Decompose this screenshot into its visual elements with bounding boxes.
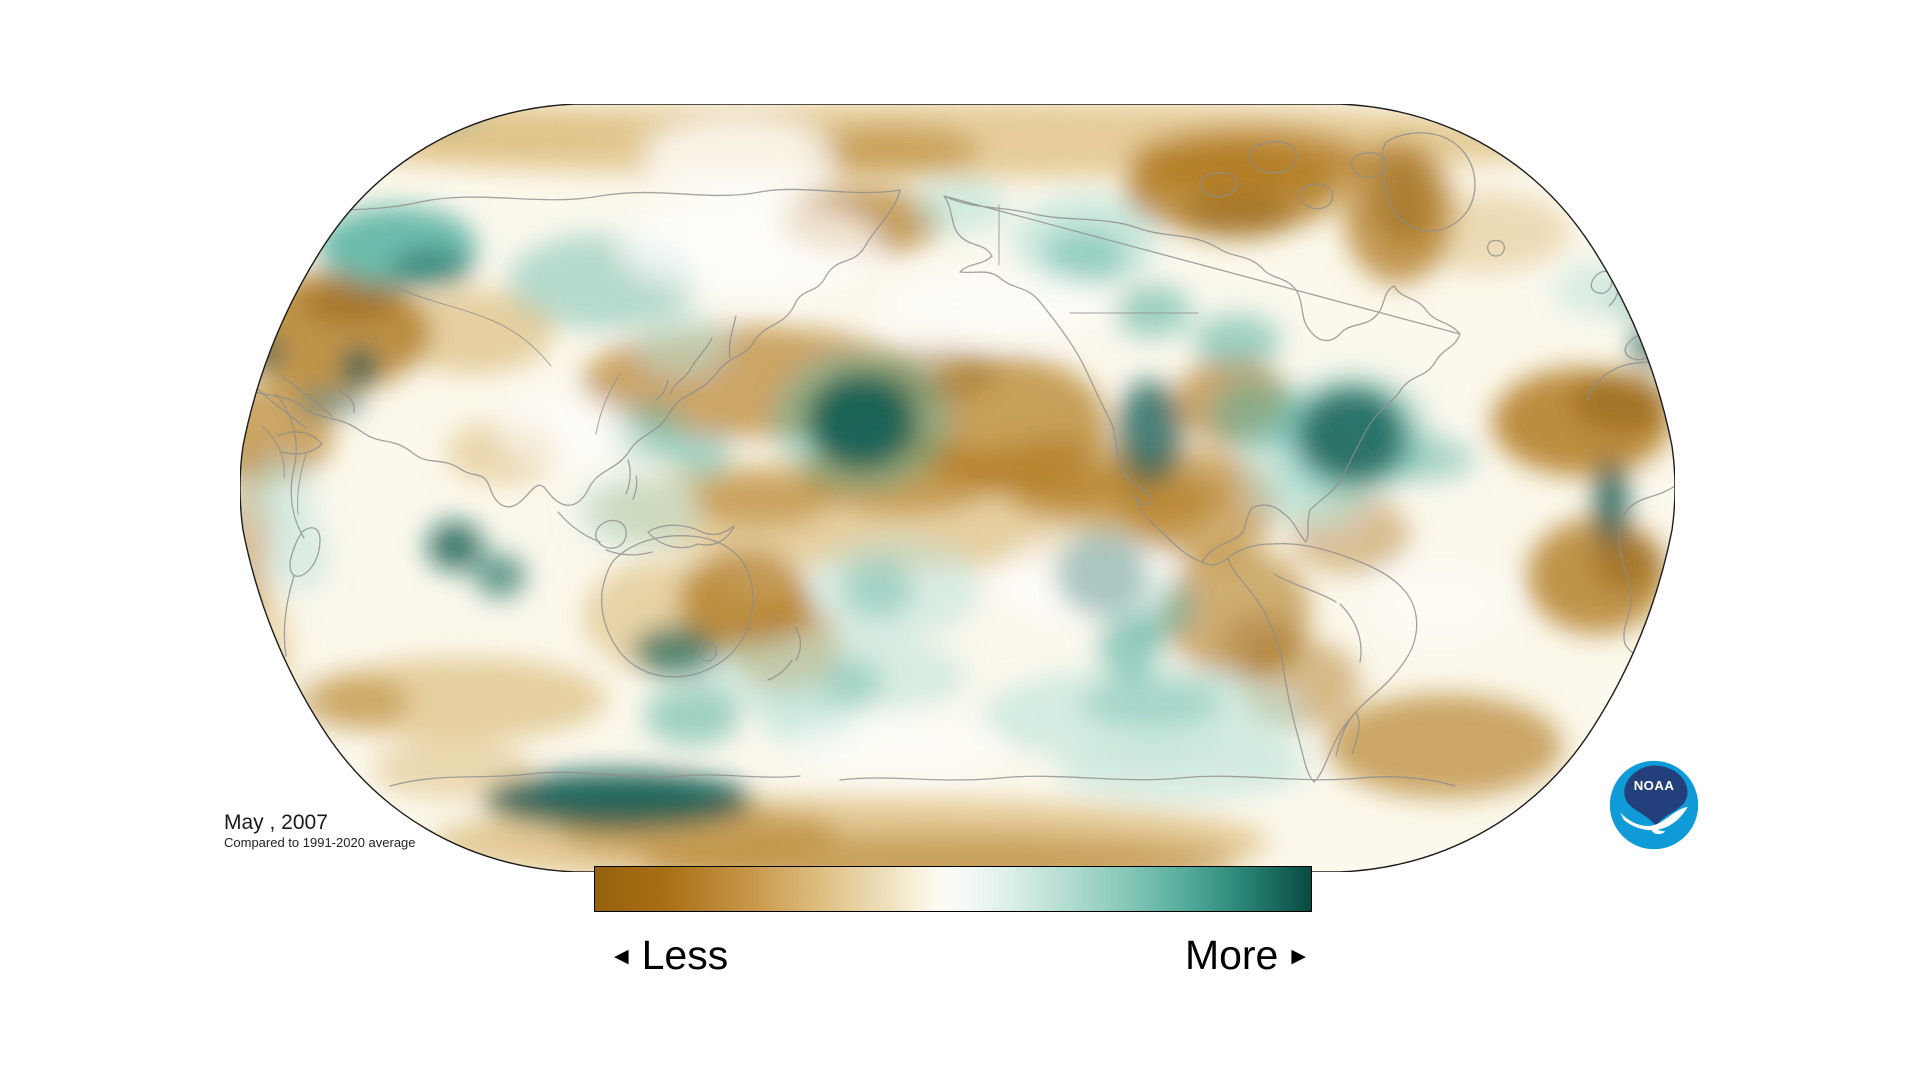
seagull-icon bbox=[1620, 806, 1688, 831]
left-arrow-icon: ◀ bbox=[614, 945, 629, 967]
coastlines bbox=[240, 132, 1675, 787]
noaa-logo-svg: NOAA bbox=[1609, 760, 1699, 850]
title-block: May , 2007 Compared to 1991-2020 average bbox=[224, 810, 416, 851]
date-label: May , 2007 bbox=[224, 811, 328, 834]
world-map bbox=[240, 104, 1675, 872]
noaa-logo: NOAA bbox=[1607, 758, 1701, 852]
map-outline bbox=[240, 104, 1675, 872]
more-label: More bbox=[1184, 931, 1279, 978]
legend-less: ◀ Less bbox=[594, 931, 729, 978]
legend-row: ◀ Less More ▶ bbox=[594, 929, 1312, 981]
colorbar bbox=[594, 866, 1312, 912]
legend-more: More ▶ bbox=[1184, 931, 1312, 978]
world-map-svg bbox=[240, 104, 1675, 872]
comparison-subtitle: Compared to 1991-2020 average bbox=[224, 835, 416, 851]
seagull-tail-icon bbox=[1652, 825, 1666, 835]
right-arrow-icon: ▶ bbox=[1291, 945, 1306, 967]
noaa-shield bbox=[1624, 765, 1688, 826]
less-label: Less bbox=[641, 931, 729, 978]
noaa-logo-text: NOAA bbox=[1634, 778, 1675, 793]
